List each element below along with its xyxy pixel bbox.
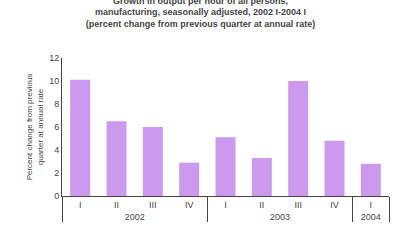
svg-text:2004: 2004 [361,212,381,222]
svg-text:10: 10 [49,76,59,86]
svg-text:Percent change from previousqu: Percent change from previousquarter at a… [25,74,44,181]
svg-text:III: III [149,200,157,210]
svg-text:12: 12 [49,53,59,63]
svg-text:2002: 2002 [125,212,145,222]
svg-text:0: 0 [54,191,59,201]
svg-text:I: I [224,200,227,210]
svg-text:4: 4 [54,145,59,155]
svg-text:2003: 2003 [270,212,290,222]
svg-text:8: 8 [54,99,59,109]
svg-text:I: I [79,200,82,210]
svg-text:II: II [259,200,264,210]
svg-text:I: I [370,200,373,210]
svg-text:2: 2 [54,168,59,178]
svg-text:6: 6 [54,122,59,132]
svg-text:III: III [294,200,302,210]
svg-text:IV: IV [185,200,194,210]
svg-text:Growth in output per hour of a: Growth in output per hour of all persons… [86,0,316,29]
svg-text:II: II [114,200,119,210]
svg-text:IV: IV [330,200,339,210]
